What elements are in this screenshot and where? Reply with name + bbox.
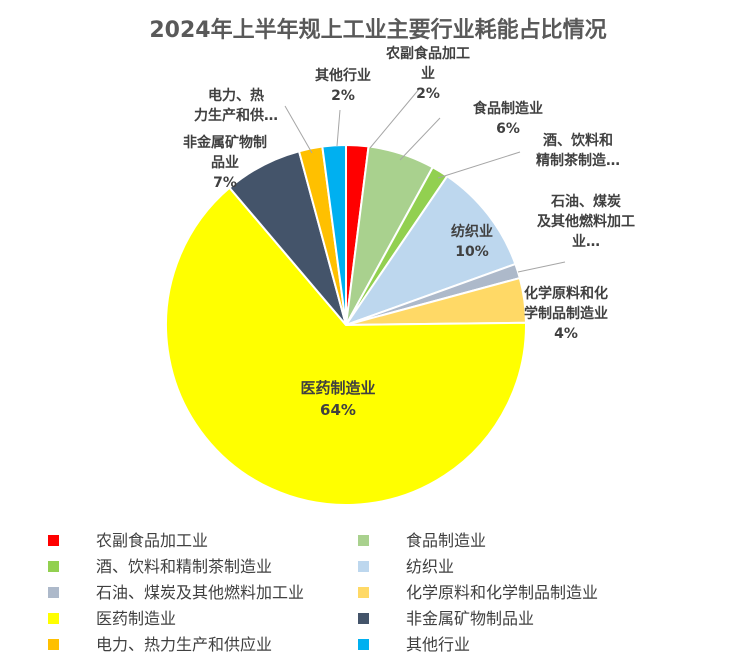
slice-name-label: 化学原料和化 [524, 285, 608, 302]
legend-label: 电力、热力生产和供应业 [96, 635, 272, 654]
legend-label: 非金属矿物制品业 [406, 609, 534, 628]
legend-swatch [358, 561, 369, 572]
slice-value-label: 4% [554, 326, 578, 342]
slice-value-label: 6% [496, 121, 520, 137]
legend-label: 石油、煤炭及其他燃料加工业 [96, 583, 304, 602]
slice-label: 电力、热力生产和供… [194, 87, 278, 124]
slice-name-label: 学制品制造业 [524, 305, 608, 322]
slice-label: 医药制造业 64% [300, 379, 375, 419]
legend-swatch [48, 587, 59, 598]
slice-label: 农副食品加工业 2% [385, 45, 470, 102]
legend-swatch [358, 587, 369, 598]
leader-line [437, 151, 521, 179]
slice-name-label: 食品制造业 [473, 100, 543, 117]
slice-name-label: 酒、饮料和 [543, 132, 613, 149]
legend-label: 医药制造业 [96, 609, 176, 628]
legend-swatch [48, 639, 59, 650]
slice-name-label: 电力、热 [208, 87, 264, 104]
slice-name-label: 及其他燃料加工 [537, 213, 635, 230]
legend-label: 化学原料和化学制品制造业 [406, 583, 598, 602]
legend-swatch [358, 535, 369, 546]
legend-swatch [48, 613, 59, 624]
slice-label: 食品制造业 6% [473, 100, 543, 137]
slice-label: 石油、煤炭及其他燃料加工业… [537, 193, 635, 250]
legend-swatch [358, 613, 369, 624]
slice-name-label: 业 [421, 66, 435, 82]
slice-name-label: 业… [572, 234, 600, 250]
slice-label: 化学原料和化学制品制造业 4% [524, 285, 608, 342]
pie-slices [165, 143, 528, 506]
slice-name-label: 精制茶制造… [536, 152, 620, 169]
leader-line [399, 117, 441, 161]
leader-line [517, 261, 566, 273]
chart-title: 2024年上半年规上工业主要行业耗能占比情况 [149, 17, 606, 43]
slice-value-label: 2% [416, 86, 440, 102]
leader-line [336, 109, 341, 147]
slice-name-label: 石油、煤炭 [550, 193, 621, 210]
slice-name-label: 力生产和供… [194, 107, 278, 124]
slice-name-label: 品业 [211, 155, 239, 171]
pie-slice [321, 143, 347, 326]
pie-slice [343, 174, 517, 327]
legend-swatch [48, 561, 59, 572]
legend-label: 酒、饮料和精制茶制造业 [96, 557, 272, 576]
slice-label: 其他行业 2% [315, 67, 371, 104]
slice-label: 酒、饮料和精制茶制造… [536, 132, 620, 169]
leader-lines [284, 87, 566, 273]
legend-swatch [48, 535, 59, 546]
legend-label: 食品制造业 [406, 531, 486, 550]
legend-label: 纺织业 [406, 557, 454, 576]
leader-line [369, 87, 421, 149]
slice-label: 纺织业 10% [451, 223, 493, 260]
slice-name-label: 其他行业 [315, 67, 371, 84]
slice-value-label: 2% [331, 88, 355, 104]
legend-swatch [358, 639, 369, 650]
slice-value-label: 10% [455, 244, 489, 260]
slice-name-label: 医药制造业 [300, 379, 375, 397]
slice-name-label: 农副食品加工 [385, 45, 470, 62]
slice-label: 非金属矿物制品业 7% [183, 134, 267, 191]
slice-labels: 农副食品加工业 2% 食品制造业 6% 酒、饮料和精制茶制造… 纺织业 10% 石油、煤炭及其… [183, 45, 635, 419]
slice-name-label: 纺织业 [451, 223, 493, 240]
leader-line [284, 105, 313, 154]
pie-slice [165, 186, 527, 506]
slice-name-label: 非金属矿物制 [183, 134, 267, 151]
legend-label: 农副食品加工业 [96, 531, 208, 550]
slice-value-label: 64% [320, 401, 356, 419]
legend-label: 其他行业 [406, 635, 470, 654]
slice-value-label: 7% [213, 175, 237, 191]
